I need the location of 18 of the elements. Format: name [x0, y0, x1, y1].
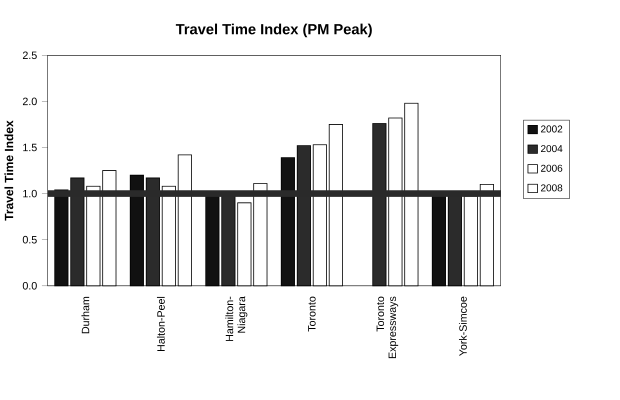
y-axis-title: Travel Time Index [4, 120, 14, 221]
y-tick-label: 2.0 [22, 98, 37, 106]
chart-title: Travel Time Index (PM Peak) [176, 24, 372, 38]
legend-label: 2008 [541, 184, 562, 192]
x-tick-label: Halton-Peel [156, 297, 165, 352]
y-tick-label: 1.5 [23, 144, 37, 152]
x-tick-label: York-Simcoe [458, 296, 467, 356]
x-tick-label: Toronto [308, 296, 316, 332]
x-tick-label: Durham [81, 297, 90, 334]
y-tick-label: 1.0 [23, 190, 37, 198]
legend-label: 2004 [541, 145, 562, 152]
y-tick-label: 0.0 [22, 282, 37, 290]
legend-label: 2002 [541, 126, 562, 133]
x-tick-label: Toronto Expressways [376, 296, 398, 358]
x-tick-label: Hamilton-Niagara [225, 296, 248, 342]
legend-label: 2006 [541, 164, 562, 172]
y-tick-label: 0.5 [22, 236, 37, 244]
y-tick-label: 2.5 [22, 52, 37, 60]
